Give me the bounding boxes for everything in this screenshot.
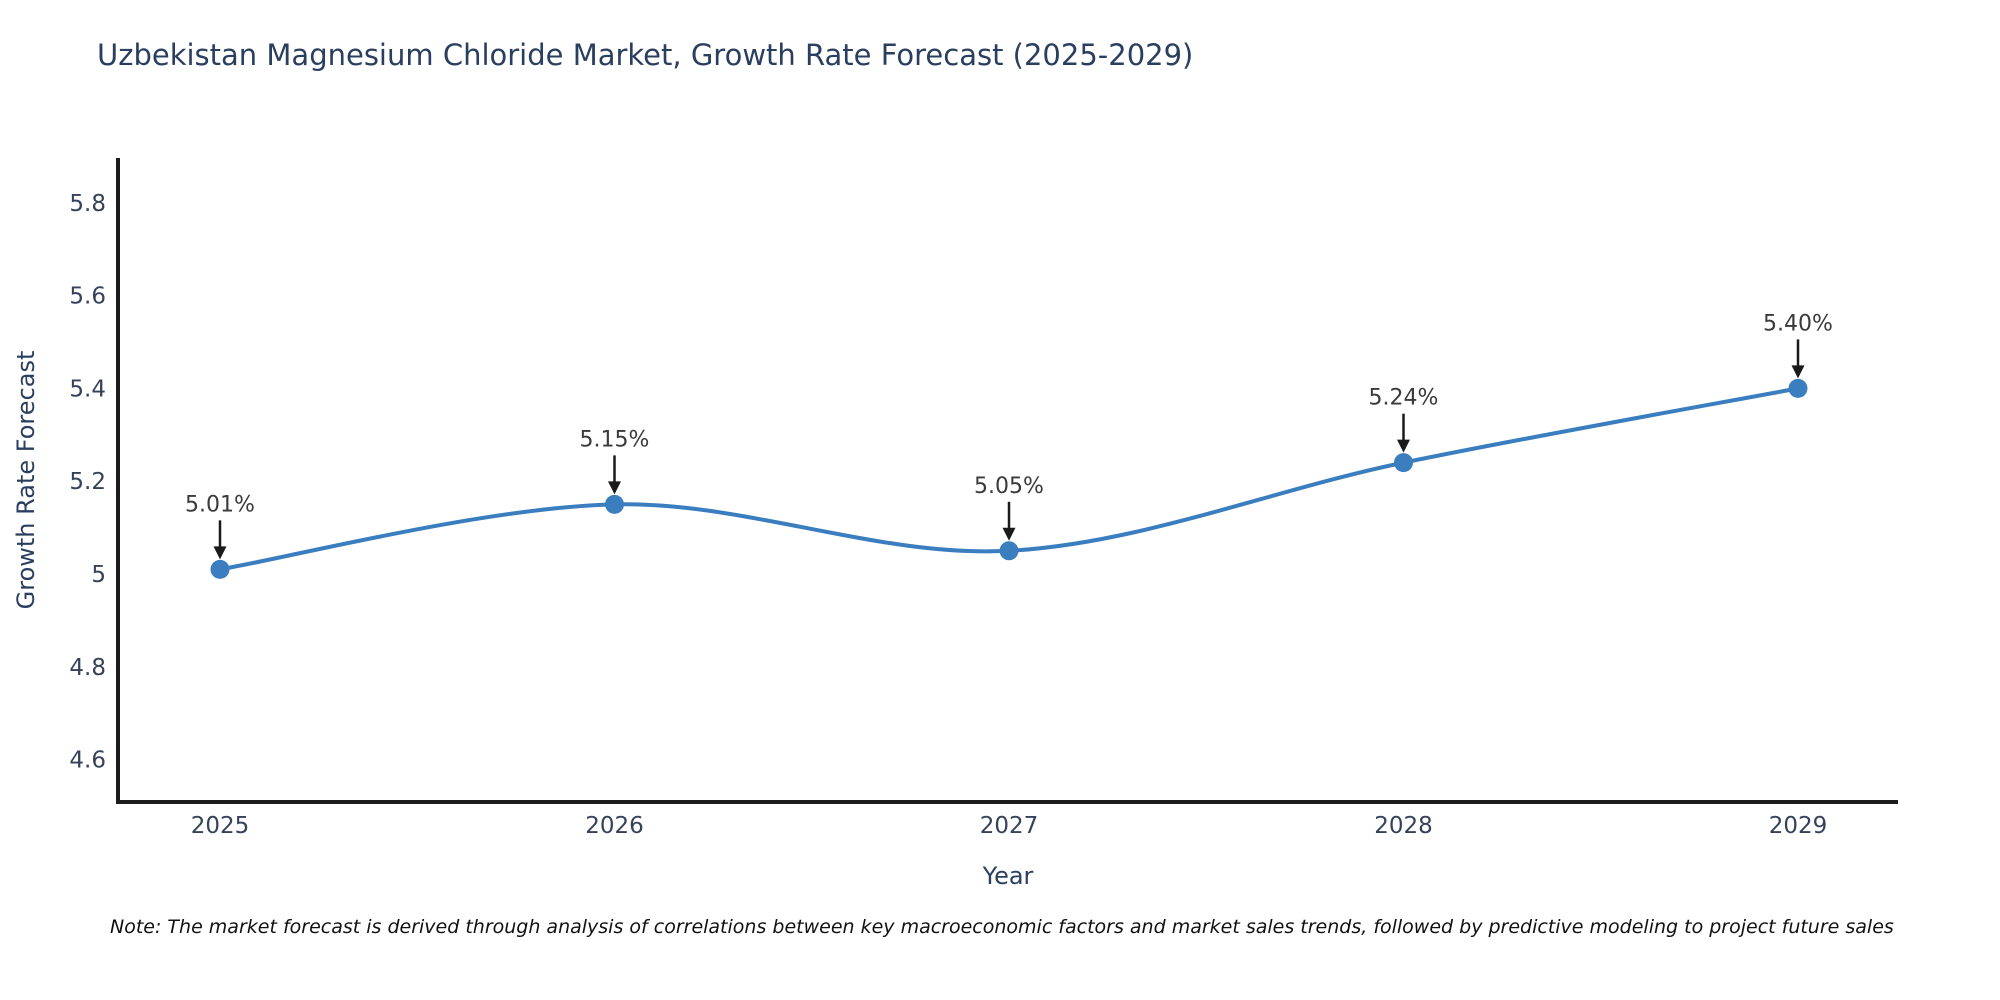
y-tick-label: 5 xyxy=(91,562,106,588)
data-point-label: 5.24% xyxy=(1369,386,1439,411)
annotation-arrowhead-icon xyxy=(608,481,621,495)
data-point-marker[interactable] xyxy=(1788,378,1808,398)
y-tick-label: 5.8 xyxy=(69,191,106,217)
footnote-text: Note: The market forecast is derived thr… xyxy=(110,916,1894,938)
y-tick-label: 5.6 xyxy=(69,284,106,310)
annotation-arrowhead-icon xyxy=(1397,439,1410,453)
data-point-label: 5.05% xyxy=(974,474,1044,499)
chart-title: Uzbekistan Magnesium Chloride Market, Gr… xyxy=(97,38,1194,72)
annotation-arrowhead-icon xyxy=(1002,527,1016,541)
y-axis-title: Growth Rate Forecast xyxy=(12,351,40,610)
x-tick-label: 2028 xyxy=(1374,813,1433,839)
y-tick-label: 4.6 xyxy=(69,748,106,774)
x-tick-label: 2025 xyxy=(191,813,250,839)
x-tick-label: 2029 xyxy=(1769,813,1828,839)
y-tick-label: 4.8 xyxy=(69,655,106,681)
data-point-marker[interactable] xyxy=(605,494,624,514)
x-axis-title: Year xyxy=(982,862,1034,890)
data-point-marker[interactable] xyxy=(999,541,1019,561)
data-point-marker[interactable] xyxy=(210,559,230,579)
data-point-label: 5.01% xyxy=(185,492,255,517)
x-tick-label: 2026 xyxy=(585,813,644,839)
y-tick-label: 5.2 xyxy=(69,469,106,495)
data-point-label: 5.40% xyxy=(1763,311,1833,336)
data-point-label: 5.15% xyxy=(580,427,650,452)
y-tick-label: 5.4 xyxy=(69,376,106,402)
axis-lines xyxy=(116,158,1898,804)
annotation-arrowhead-icon xyxy=(1791,365,1805,379)
x-tick-label: 2027 xyxy=(980,813,1039,839)
data-point-marker[interactable] xyxy=(1394,453,1413,473)
annotation-arrowhead-icon xyxy=(213,546,227,560)
